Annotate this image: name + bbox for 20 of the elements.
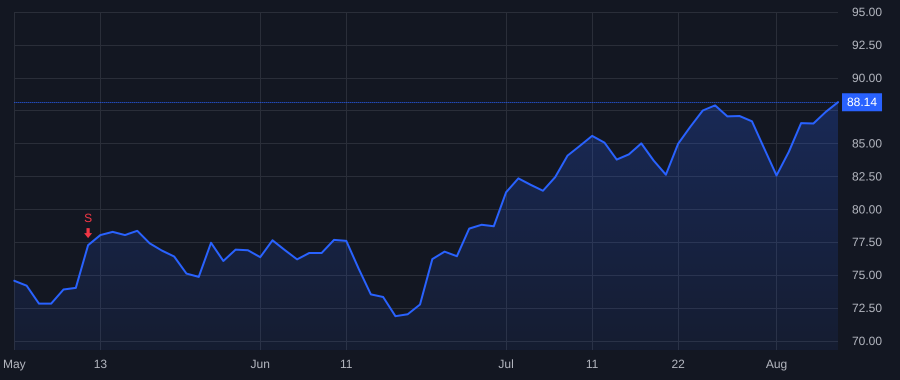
y-tick-label: 77.50 [852, 235, 882, 250]
y-tick-label: 95.00 [852, 5, 882, 19]
y-tick-label: 82.50 [852, 169, 882, 184]
y-tick-label: 72.50 [852, 300, 882, 315]
x-tick-label: Aug [766, 357, 788, 371]
x-tick-label: 13 [94, 357, 108, 371]
annotation: S [84, 211, 92, 226]
x-tick-label: Jun [250, 357, 270, 371]
y-tick-label: 92.50 [852, 38, 882, 52]
y-tick-label: 80.00 [852, 202, 882, 216]
y-tick-label: 75.00 [852, 268, 882, 282]
x-tick-label: May [3, 357, 26, 371]
y-tick-label: 90.00 [852, 70, 882, 85]
x-tick-label: 22 [672, 357, 686, 371]
y-tick-label: 70.00 [852, 334, 882, 348]
x-tick-label: Jul [498, 357, 514, 371]
x-tick-label: 11 [340, 357, 353, 371]
ref-line-label: 88.14 [847, 95, 878, 110]
x-tick-label: 11 [586, 357, 599, 371]
y-tick-label: 85.00 [852, 136, 882, 151]
